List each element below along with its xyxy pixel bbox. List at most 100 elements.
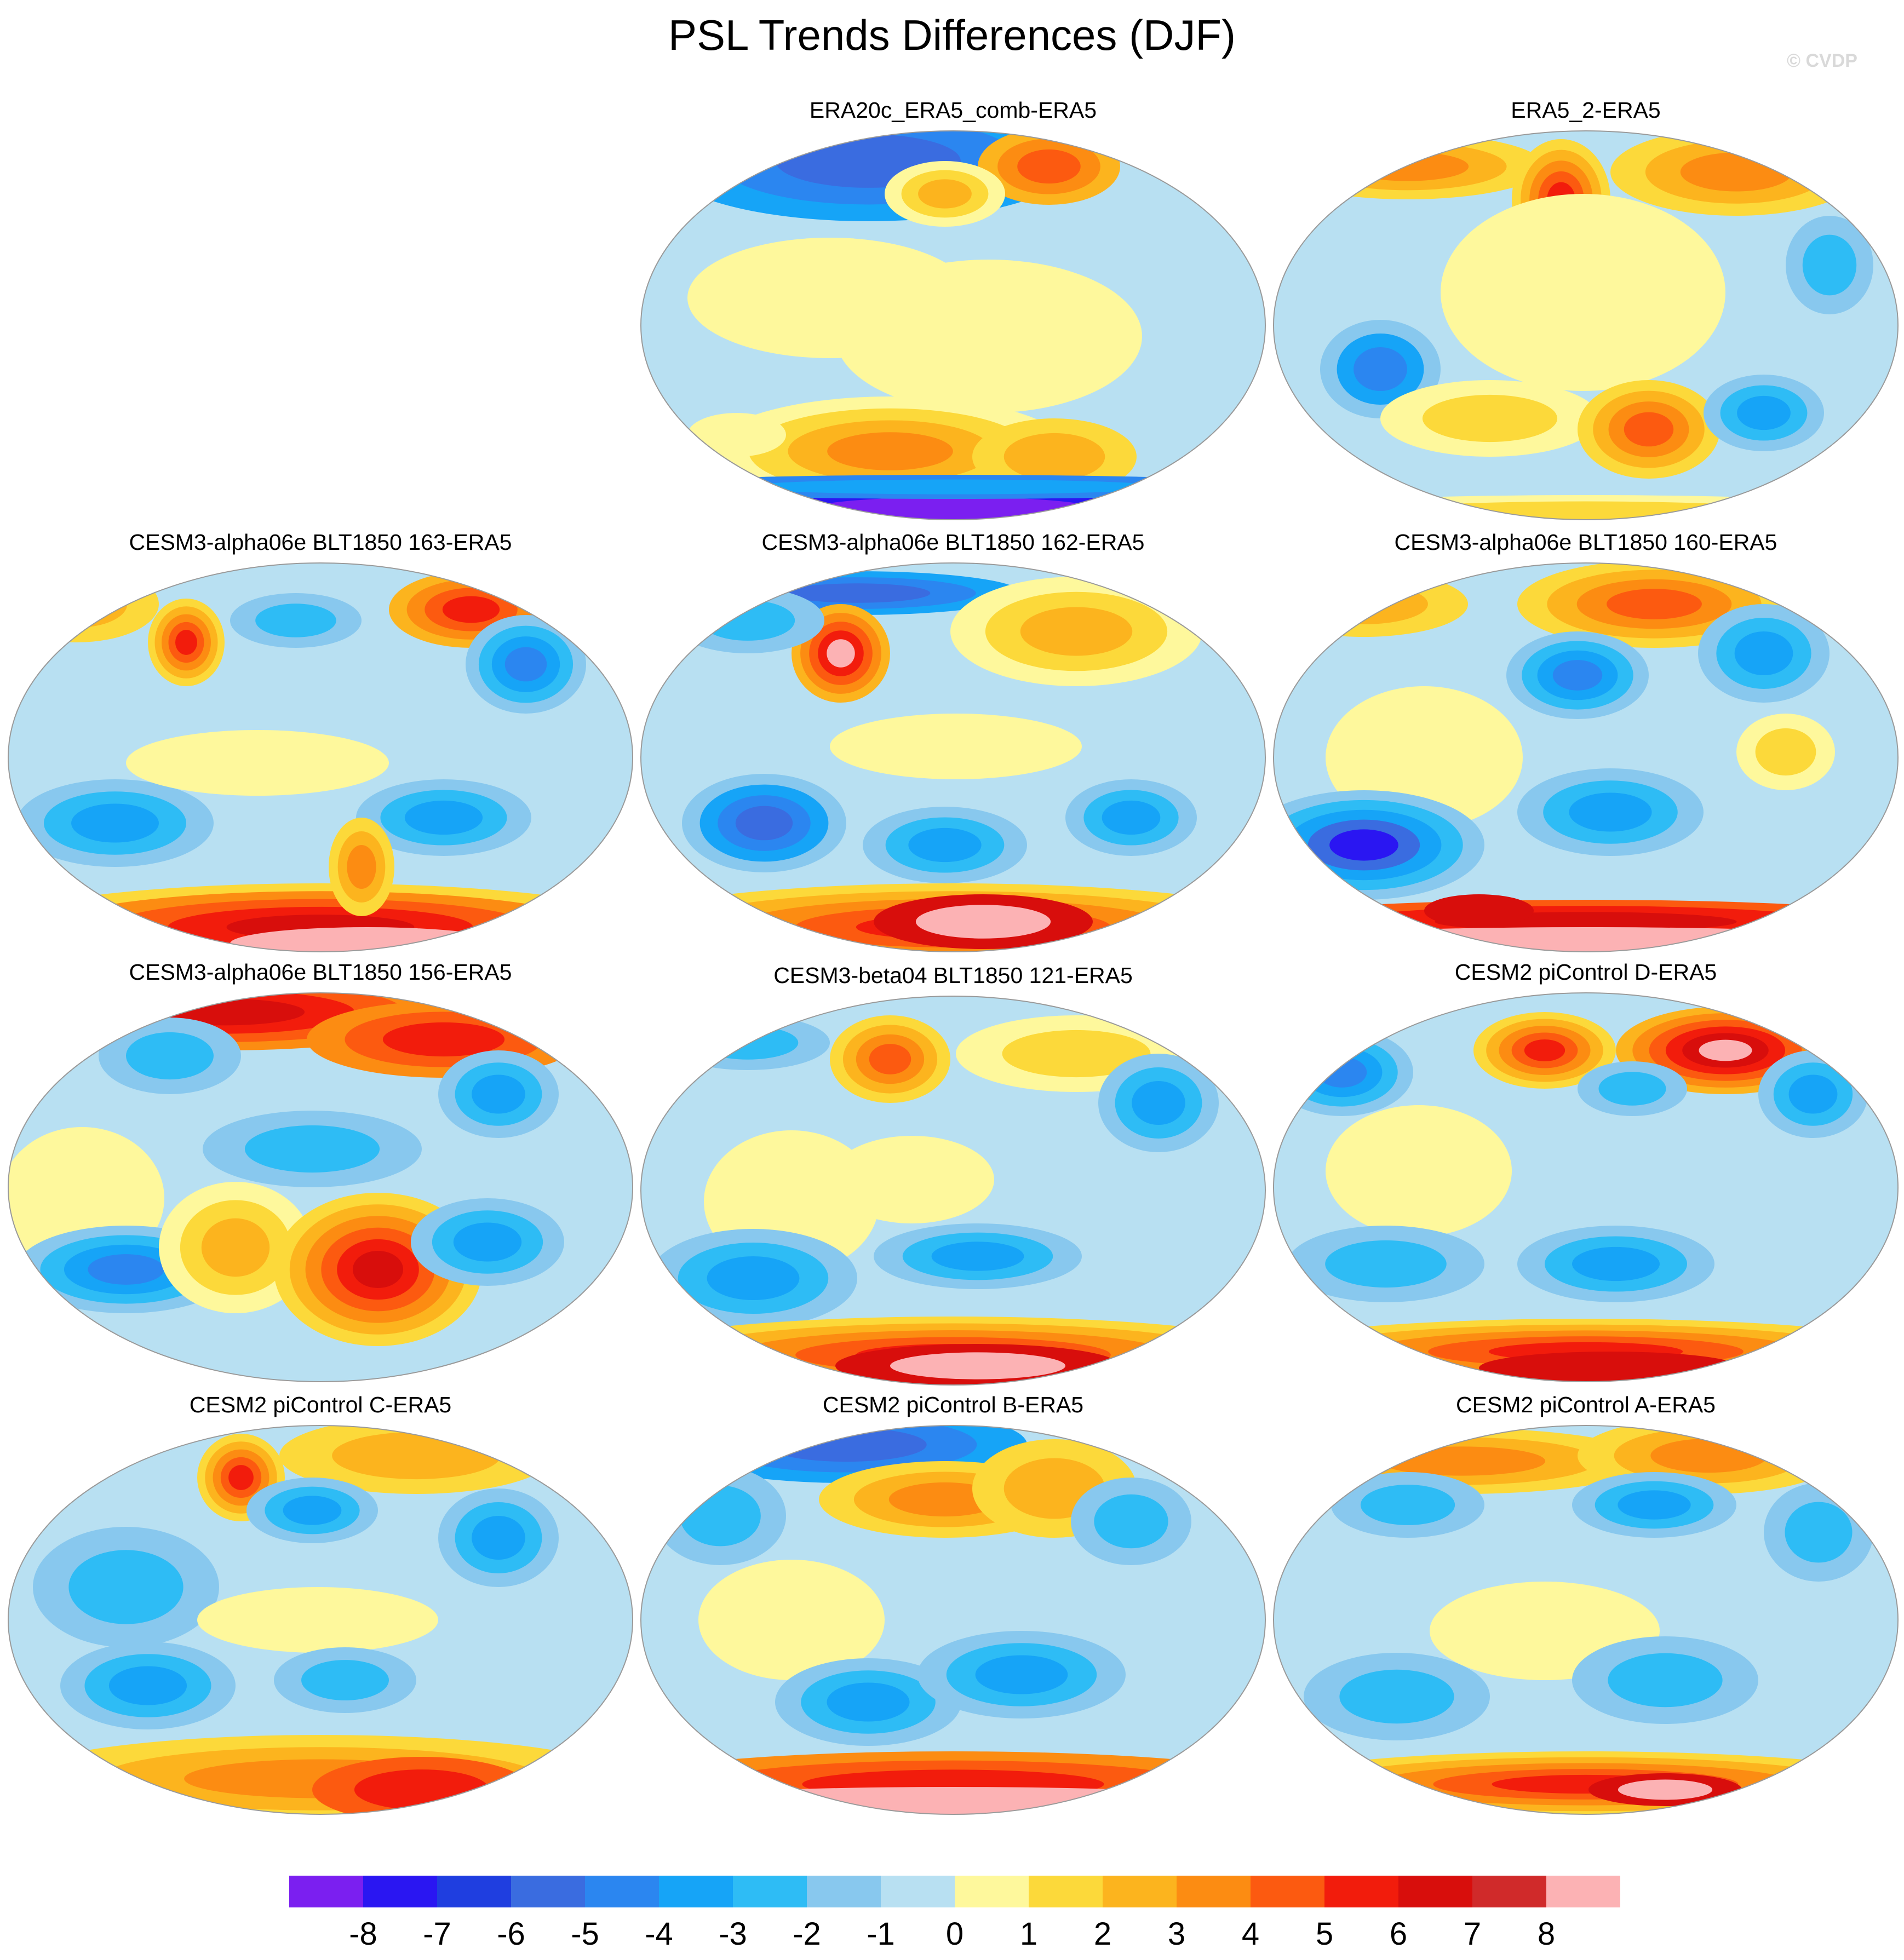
colorbar-tick-label: 2	[1093, 1916, 1112, 1952]
contour-region	[1383, 501, 1788, 520]
contour-region	[197, 1587, 438, 1653]
colorbar-tick-label: -1	[867, 1916, 895, 1952]
contour-region	[827, 432, 953, 470]
psl-trend-map	[640, 996, 1266, 1386]
contour-region	[1325, 1240, 1447, 1288]
contour-region	[352, 1251, 404, 1288]
contour-region	[404, 800, 483, 835]
map-border	[8, 992, 633, 1382]
colorbar-swatch	[881, 1876, 955, 1907]
contour-region	[283, 1496, 342, 1525]
contour-region	[1572, 1246, 1660, 1281]
psl-trend-map	[8, 1425, 633, 1815]
contour-field	[1274, 1426, 1898, 1814]
map-border	[640, 1425, 1266, 1815]
colorbar-swatch	[1398, 1876, 1472, 1907]
contour-region	[869, 1044, 911, 1074]
contour-region	[1326, 1105, 1512, 1237]
contour-region	[301, 1660, 389, 1700]
map-border	[640, 996, 1266, 1386]
contour-region	[1354, 347, 1407, 391]
map-border	[1273, 992, 1899, 1382]
contour-region	[1360, 1485, 1455, 1525]
contour-region	[931, 1241, 1024, 1271]
contour-region	[890, 1352, 1065, 1380]
contour-region	[453, 1222, 522, 1262]
contour-region	[707, 1256, 800, 1300]
contour-region	[442, 596, 500, 623]
colorbar-tick-label: -7	[423, 1916, 451, 1952]
map-border	[8, 562, 633, 952]
contour-region	[975, 1655, 1068, 1694]
panel-title: ERA20c_ERA5_comb-ERA5	[809, 97, 1097, 123]
contour-region	[472, 1074, 525, 1114]
map-panel-era5-2: ERA5_2-ERA5	[1271, 96, 1901, 529]
contour-region	[1329, 829, 1398, 861]
map-panel-alpha06e-156: CESM3-alpha06e BLT1850 156-ERA5	[5, 958, 635, 1391]
panel-title: ERA5_2-ERA5	[1511, 97, 1661, 123]
colorbar-tick-label: 0	[945, 1916, 964, 1952]
colorbar-swatch	[1103, 1876, 1177, 1907]
contour-region	[1734, 631, 1793, 675]
panel-title: CESM3-alpha06e BLT1850 162-ERA5	[761, 530, 1145, 555]
contour-region	[697, 1026, 799, 1060]
contour-region	[1802, 234, 1857, 296]
contour-region	[641, 1787, 1265, 1814]
contour-region	[504, 647, 547, 682]
contour-region	[1441, 194, 1725, 391]
panel-title: CESM2 piControl C-ERA5	[189, 1392, 452, 1417]
contour-region	[744, 479, 1162, 495]
colorbar-swatch	[733, 1876, 807, 1907]
contour-region	[1552, 660, 1603, 691]
map-panel-picontrol-a: CESM2 piControl A-ERA5	[1271, 1391, 1901, 1824]
psl-trend-map	[640, 562, 1266, 952]
colorbar-swatch	[289, 1876, 363, 1907]
contour-field	[641, 996, 1265, 1385]
colorbar-swatch	[1251, 1876, 1324, 1907]
panel-title: CESM2 piControl D-ERA5	[1454, 959, 1717, 985]
psl-trend-map	[640, 130, 1266, 520]
contour-region	[230, 927, 504, 952]
contour-region	[255, 603, 336, 637]
map-border	[8, 1425, 633, 1815]
contour-region	[735, 806, 793, 841]
contour-region	[835, 260, 1142, 413]
contour-region	[68, 1550, 183, 1624]
contour-region	[1132, 1081, 1185, 1125]
contour-region	[698, 1560, 885, 1680]
psl-trend-map	[8, 992, 633, 1382]
contour-region	[680, 1485, 761, 1547]
contour-region	[908, 827, 982, 863]
copyright-watermark: © CVDP	[1787, 50, 1857, 71]
map-panel-beta04-121: CESM3-beta04 BLT1850 121-ERA5	[638, 962, 1268, 1394]
contour-region	[1094, 1494, 1168, 1549]
contour-region	[830, 1136, 994, 1223]
map-panel-alpha06e-160: CESM3-alpha06e BLT1850 160-ERA5	[1271, 528, 1901, 961]
contour-region	[1346, 152, 1469, 181]
contour-region	[228, 1465, 254, 1490]
map-panel-picontrol-d: CESM2 piControl D-ERA5	[1271, 958, 1901, 1391]
contour-region	[1618, 1490, 1691, 1520]
colorbar-swatch	[585, 1876, 659, 1907]
psl-trend-map	[1273, 992, 1899, 1382]
map-panel-picontrol-c: CESM2 piControl C-ERA5	[5, 1391, 635, 1824]
colorbar-tick-label: 5	[1315, 1916, 1334, 1952]
contour-region	[1274, 927, 1898, 952]
contour-region	[1607, 589, 1702, 619]
contour-region	[1650, 1438, 1768, 1473]
contour-region	[915, 905, 1051, 939]
colorbar-swatch	[1029, 1876, 1103, 1907]
psl-trend-map	[8, 562, 633, 952]
contour-region	[1017, 149, 1081, 184]
map-panel-era20c: ERA20c_ERA5_comb-ERA5	[638, 96, 1268, 529]
contour-region	[1785, 1502, 1853, 1563]
colorbar-tick-label: 1	[1019, 1916, 1038, 1952]
map-border	[1273, 1425, 1899, 1815]
contour-region	[382, 1022, 505, 1057]
contour-region	[26, 580, 128, 628]
colorbar-swatch	[1472, 1876, 1546, 1907]
contour-region	[1680, 152, 1793, 192]
panel-title: CESM2 piControl B-ERA5	[822, 1392, 1084, 1417]
contour-region	[1300, 584, 1428, 624]
colorbar-tick-label: 4	[1241, 1916, 1260, 1952]
